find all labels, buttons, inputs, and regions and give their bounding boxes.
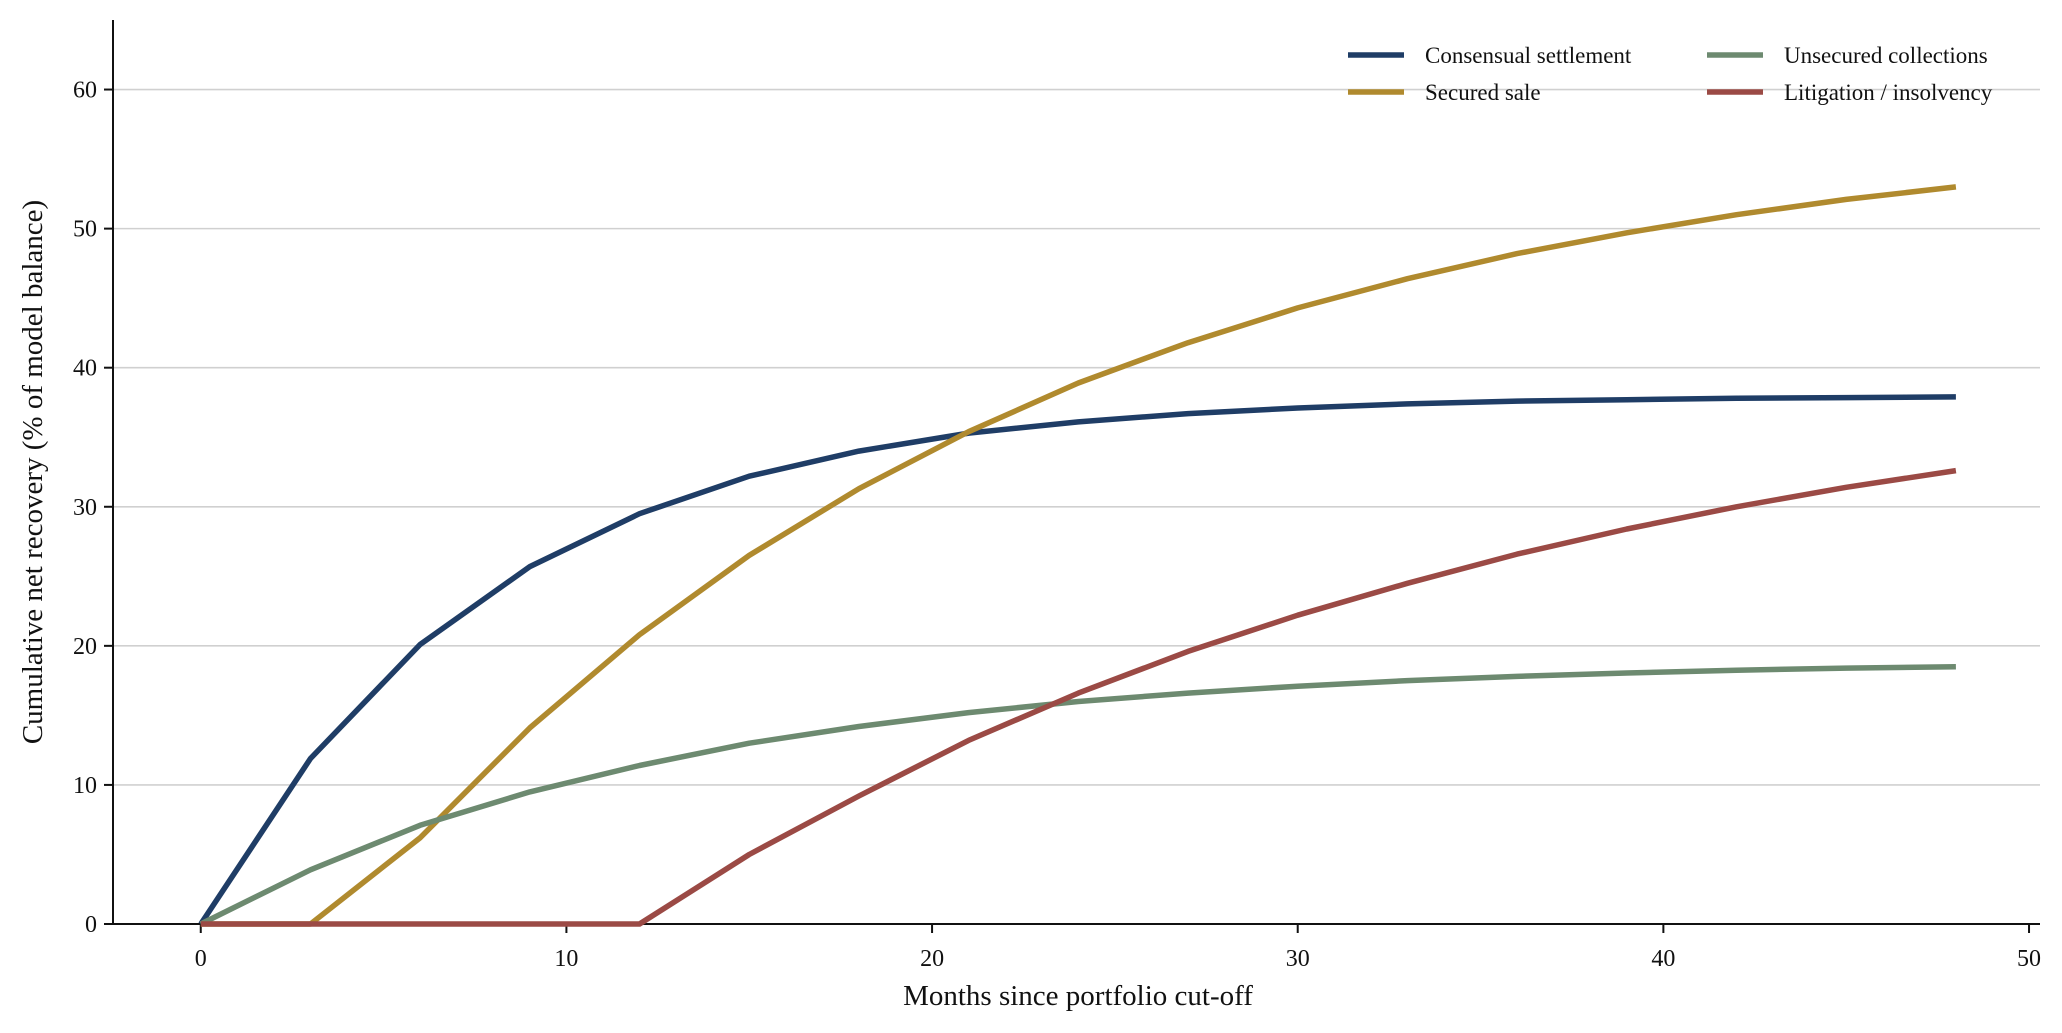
series-lines [198, 184, 1957, 927]
legend: Consensual settlement Secured sale Unsecur… [1348, 43, 1993, 105]
gridlines [113, 88, 2040, 786]
x-tick-label-20: 20 [920, 946, 944, 972]
legend-label-litigation-insolvency: Litigation / insolvency [1784, 80, 1993, 105]
legend-label-secured-sale: Secured sale [1425, 80, 1541, 105]
series-line-unsecured-collections [199, 663, 1956, 927]
x-tick-label-0: 0 [195, 946, 207, 972]
series-line-secured-sale [200, 184, 1957, 927]
x-tick-label-40: 40 [1651, 946, 1675, 972]
y-tick-label-30: 30 [73, 495, 97, 521]
y-tick-label-60: 60 [73, 78, 97, 104]
y-tick-label-0: 0 [85, 912, 97, 938]
x-tick-label-10: 10 [554, 946, 578, 972]
series-line-litigation-insolvency [200, 467, 1957, 927]
y-axis-title: Cumulative net recovery (% of model bala… [17, 200, 49, 744]
y-tick-label-10: 10 [73, 773, 97, 799]
legend-label-consensual-settlement: Consensual settlement [1425, 43, 1632, 68]
x-axis-title: Months since portfolio cut-off [903, 980, 1253, 1012]
y-tick-label-40: 40 [73, 356, 97, 382]
x-tick-label-50: 50 [2017, 946, 2041, 972]
series-line-consensual-settlement [198, 394, 1956, 926]
axes: 0 10 20 30 40 50 60 0 10 20 30 40 50 [73, 20, 2041, 972]
x-tick-label-30: 30 [1286, 946, 1310, 972]
y-tick-label-20: 20 [73, 634, 97, 660]
legend-label-unsecured-collections: Unsecured collections [1784, 43, 1988, 68]
y-tick-label-50: 50 [73, 217, 97, 243]
